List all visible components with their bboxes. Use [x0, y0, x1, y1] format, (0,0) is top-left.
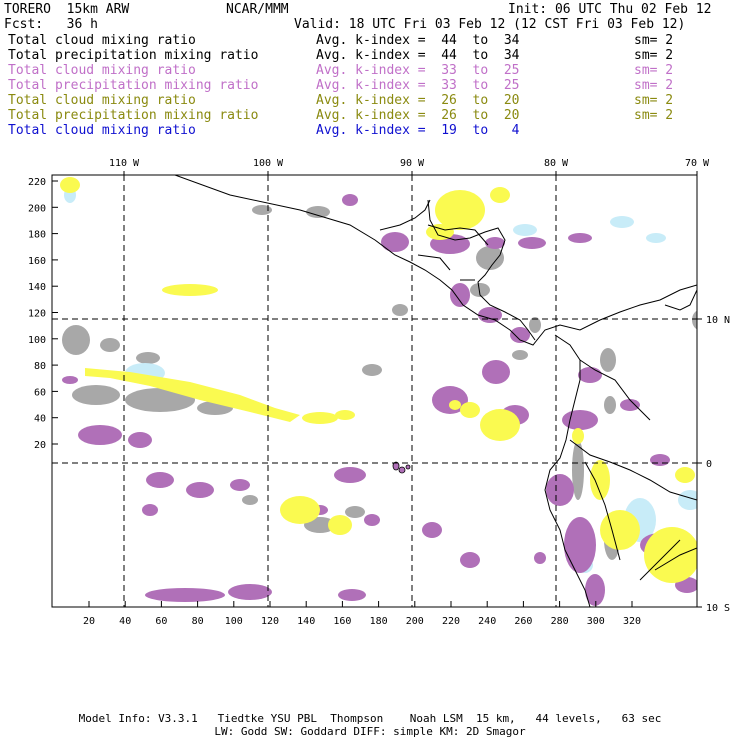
- legend-smoothing: sm= 2: [634, 78, 674, 93]
- lon-label: 70 W: [685, 158, 710, 169]
- left-tick-label: 120: [28, 309, 46, 320]
- bottom-tick-label: 320: [623, 616, 641, 627]
- lat-label: 0: [706, 459, 712, 470]
- legend-kindex: Avg. k-index = 33 to 25: [316, 78, 520, 93]
- legend-field-name: Total cloud mixing ratio: [8, 63, 196, 78]
- bottom-tick-label: 100: [225, 616, 243, 627]
- init-time: Init: 06 UTC Thu 02 Feb 12: [508, 2, 712, 17]
- left-tick-label: 60: [34, 387, 46, 398]
- bottom-tick-label: 300: [587, 616, 605, 627]
- purple-field: [62, 194, 697, 606]
- left-tick-label: 140: [28, 282, 46, 293]
- model-title: TORERO 15km ARW: [4, 2, 130, 17]
- lon-label: 100 W: [253, 158, 284, 169]
- legend-field-name: Total cloud mixing ratio: [8, 93, 196, 108]
- left-tick-label: 160: [28, 256, 46, 267]
- forecast-hour: Fcst: 36 h: [4, 17, 98, 32]
- model-info-line1: Model Info: V3.3.1 Tiedtke YSU PBL Thomp…: [78, 712, 662, 725]
- axis-ticks: [52, 171, 702, 608]
- legend-smoothing: sm= 2: [634, 63, 674, 78]
- valid-time: Valid: 18 UTC Fri 03 Feb 12 (12 CST Fri …: [294, 17, 686, 32]
- legend-field-name: Total precipitation mixing ratio: [8, 108, 259, 123]
- bottom-tick-label: 220: [442, 616, 460, 627]
- legend-kindex: Avg. k-index = 26 to 20: [316, 93, 520, 108]
- legend-kindex: Avg. k-index = 26 to 20: [316, 108, 520, 123]
- org-label: NCAR/MMM: [226, 2, 289, 17]
- bottom-tick-label: 200: [406, 616, 424, 627]
- legend-smoothing: sm= 2: [634, 33, 674, 48]
- lat-label: 10 S: [706, 603, 730, 614]
- bottom-tick-label: 60: [155, 616, 167, 627]
- lon-label: 90 W: [400, 158, 425, 169]
- left-tick-label: 220: [28, 177, 46, 188]
- legend-kindex: Avg. k-index = 44 to 34: [316, 33, 520, 48]
- mixing-ratio-fields: [60, 177, 697, 606]
- lat-label: 10 N: [706, 315, 730, 326]
- left-tick-label: 80: [34, 361, 46, 372]
- bottom-tick-label: 180: [370, 616, 388, 627]
- legend-kindex: Avg. k-index = 19 to 4: [316, 123, 520, 138]
- legend-smoothing: sm= 2: [634, 108, 674, 123]
- country-borders: [417, 224, 697, 581]
- left-tick-label: 180: [28, 230, 46, 241]
- legend-smoothing: sm= 2: [634, 93, 674, 108]
- legend-field-name: Total precipitation mixing ratio: [8, 78, 259, 93]
- bottom-tick-label: 240: [478, 616, 496, 627]
- yellow-field: [60, 177, 697, 583]
- bottom-tick-label: 40: [119, 616, 131, 627]
- left-tick-label: 100: [28, 335, 46, 346]
- left-tick-label: 20: [34, 440, 46, 451]
- coastlines: [174, 175, 697, 607]
- model-info-line2: LW: Godd SW: Goddard DIFF: simple KM: 2D…: [214, 725, 526, 738]
- legend-field-name: Total precipitation mixing ratio: [8, 48, 259, 63]
- legend-kindex: Avg. k-index = 44 to 34: [316, 48, 520, 63]
- gray-field: [62, 205, 697, 560]
- bottom-tick-label: 140: [297, 616, 315, 627]
- bottom-tick-label: 160: [333, 616, 351, 627]
- axis-labels: 110 W 100 W 90 W 80 W 70 W 10 N 0 10 S 220 200 180…: [28, 158, 730, 627]
- bottom-tick-label: 80: [192, 616, 204, 627]
- bottom-tick-label: 120: [261, 616, 279, 627]
- lon-label: 80 W: [544, 158, 569, 169]
- lat-lon-grid: [52, 175, 697, 607]
- bottom-tick-label: 20: [83, 616, 95, 627]
- left-tick-label: 200: [28, 203, 46, 214]
- legend-field-name: Total cloud mixing ratio: [8, 123, 196, 138]
- galapagos-islands: [392, 461, 411, 474]
- bottom-tick-label: 260: [514, 616, 532, 627]
- legend-smoothing: sm= 2: [634, 48, 674, 63]
- forecast-map: 110 W 100 W 90 W 80 W 70 W 10 N 0 10 S 220 200 180…: [28, 158, 730, 627]
- legend-field-name: Total cloud mixing ratio: [8, 33, 196, 48]
- left-tick-label: 40: [34, 414, 46, 425]
- lon-label: 110 W: [109, 158, 140, 169]
- bottom-tick-label: 280: [551, 616, 569, 627]
- legend-kindex: Avg. k-index = 33 to 25: [316, 63, 520, 78]
